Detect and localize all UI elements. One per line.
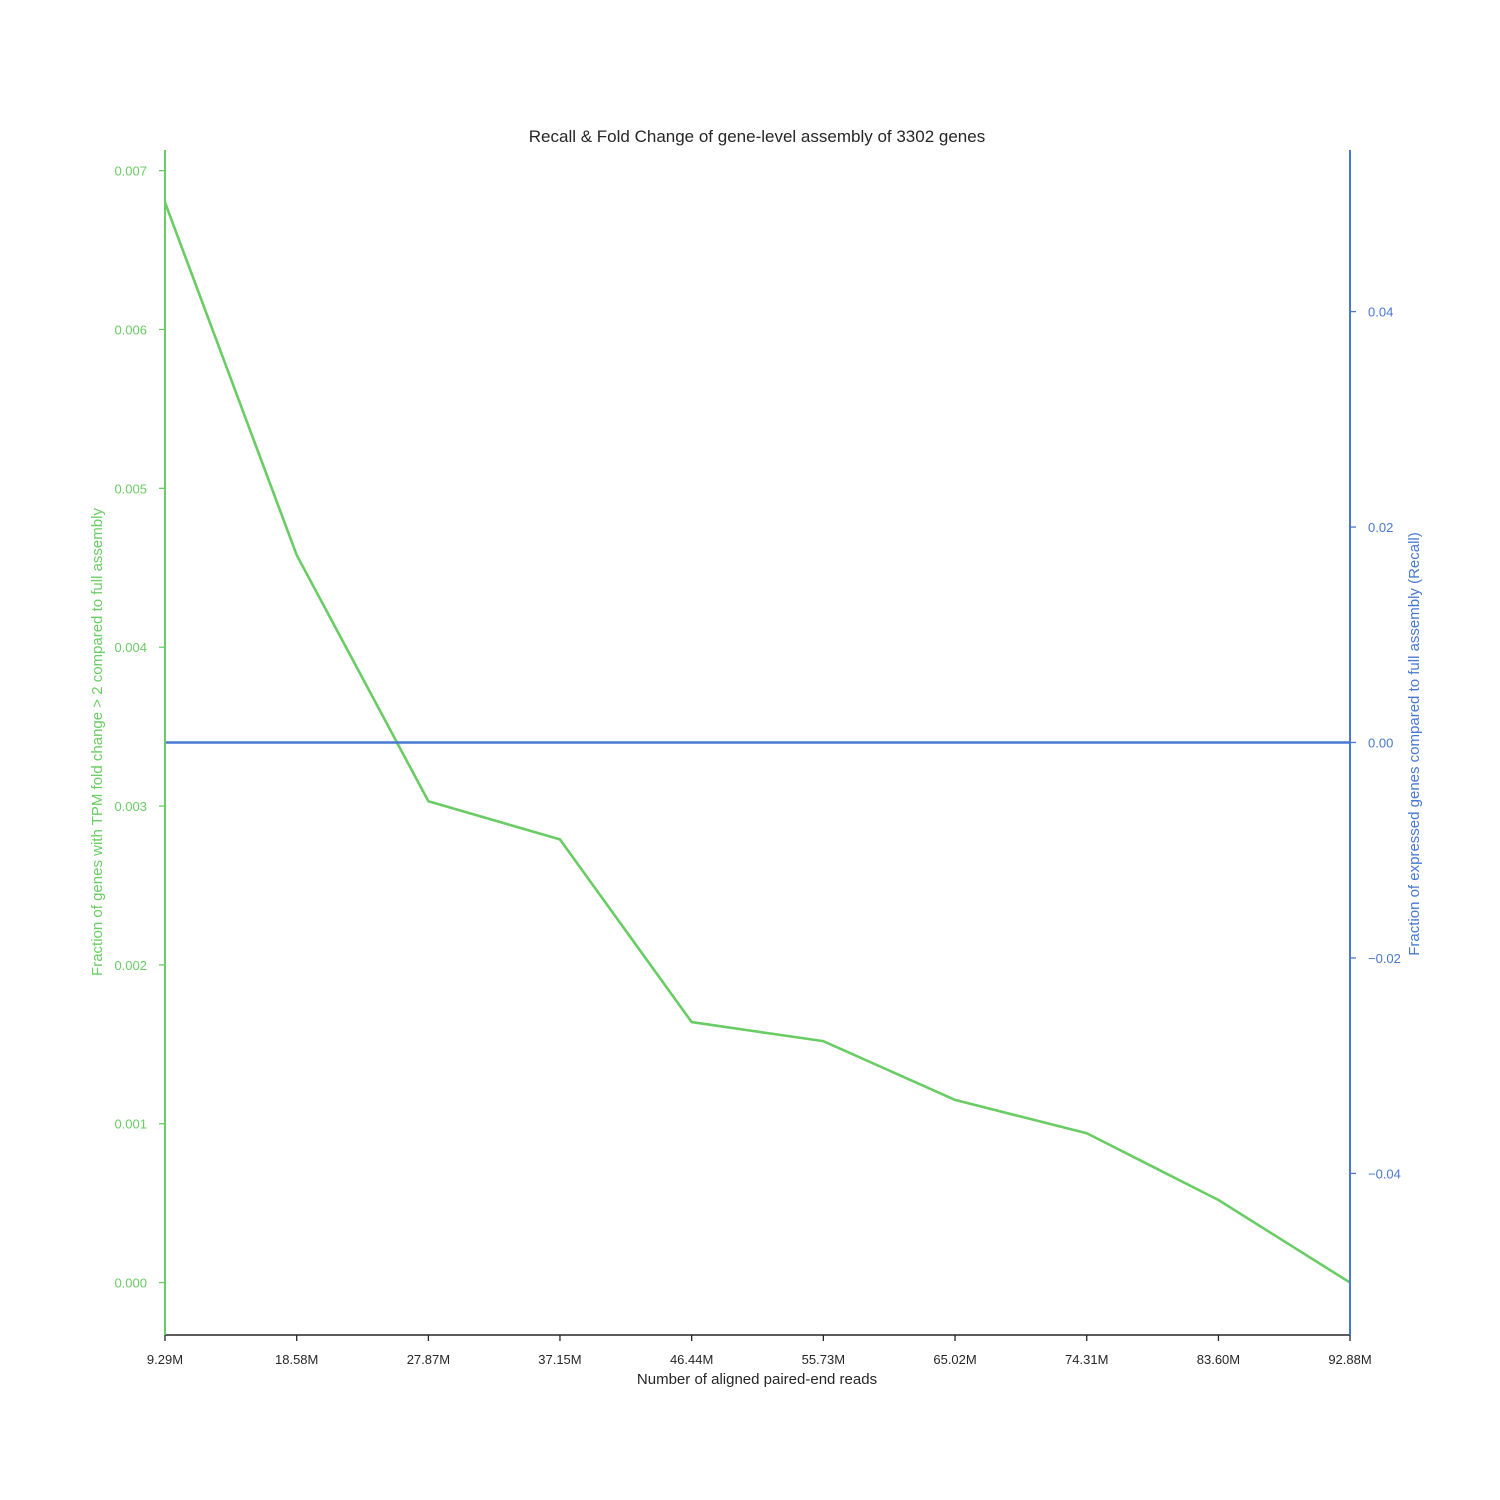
right-tick-label: 0.02 <box>1368 520 1393 535</box>
x-tick-label: 74.31M <box>1065 1352 1108 1367</box>
x-tick-label: 27.87M <box>407 1352 450 1367</box>
right-y-axis-label: Fraction of expressed genes compared to … <box>1406 532 1423 956</box>
right-tick-label: 0.04 <box>1368 305 1393 320</box>
x-tick-label: 65.02M <box>933 1352 976 1367</box>
left-tick-label: 0.004 <box>114 640 147 655</box>
x-tick-label: 37.15M <box>538 1352 581 1367</box>
left-tick-label: 0.007 <box>114 164 147 179</box>
plot-lines <box>163 201 1351 1284</box>
x-tick-label: 55.73M <box>802 1352 845 1367</box>
left-tick-label: 0.005 <box>114 481 147 496</box>
x-axis-ticks: 9.29M 18.58M 27.87M 37.15M 46.44M 55.73M 65.02… <box>147 1335 1372 1367</box>
left-y-axis-ticks: 0.000 0.001 0.002 0.003 0.004 0.005 0.006 0.007 <box>114 164 165 1291</box>
x-tick-label: 92.88M <box>1328 1352 1371 1367</box>
left-tick-label: 0.003 <box>114 799 147 814</box>
left-tick-label: 0.000 <box>114 1276 147 1291</box>
right-tick-label: −0.04 <box>1368 1166 1401 1181</box>
x-tick-label: 18.58M <box>275 1352 318 1367</box>
left-tick-label: 0.006 <box>114 322 147 337</box>
x-axis-label: Number of aligned paired-end reads <box>637 1371 877 1388</box>
x-tick-label: 46.44M <box>670 1352 713 1367</box>
left-tick-label: 0.001 <box>114 1117 147 1132</box>
right-y-axis-ticks: −0.04 −0.02 0.00 0.02 0.04 <box>1350 305 1401 1181</box>
x-tick-label: 83.60M <box>1197 1352 1240 1367</box>
chart-title: Recall & Fold Change of gene-level assem… <box>529 127 985 146</box>
right-tick-label: −0.02 <box>1368 951 1401 966</box>
fold-change-series-line <box>163 201 1351 1284</box>
left-y-axis-label: Fraction of genes with TPM fold change >… <box>89 508 106 976</box>
left-tick-label: 0.002 <box>114 958 147 973</box>
x-tick-label: 9.29M <box>147 1352 183 1367</box>
right-tick-label: 0.00 <box>1368 736 1393 751</box>
